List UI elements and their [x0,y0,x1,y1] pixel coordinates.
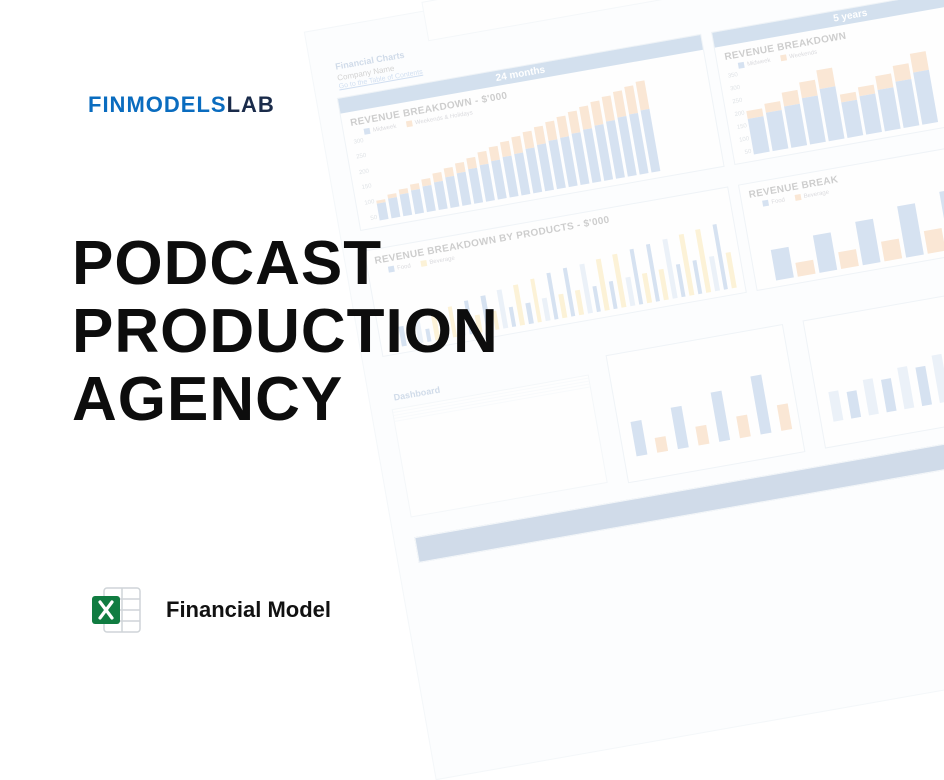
mock-chart-1-yaxis: 30025020015010050 [347,138,377,224]
footer: Financial Model [88,582,331,638]
page-title: PODCAST PRODUCTION AGENCY [72,230,499,435]
title-line-3: AGENCY [72,366,499,434]
mock-faint-table-1 [421,0,684,41]
excel-icon [88,582,144,638]
brand-part-1: FINMODELS [88,92,227,117]
mock-faint-chart-6 [803,282,944,448]
mock-faint-chart-5 [606,324,806,483]
title-line-2: PRODUCTION [72,298,499,366]
brand-logo: FINMODELSLAB [88,92,275,118]
mock-chart-2: 5 years REVENUE BREAKDOWN Midweek Weeken… [711,0,944,165]
footer-label: Financial Model [166,597,331,623]
mock-chart-4: REVENUE BREAK Food Beverage [738,136,944,291]
title-line-1: PODCAST [72,230,499,298]
brand-part-2: LAB [227,92,275,117]
